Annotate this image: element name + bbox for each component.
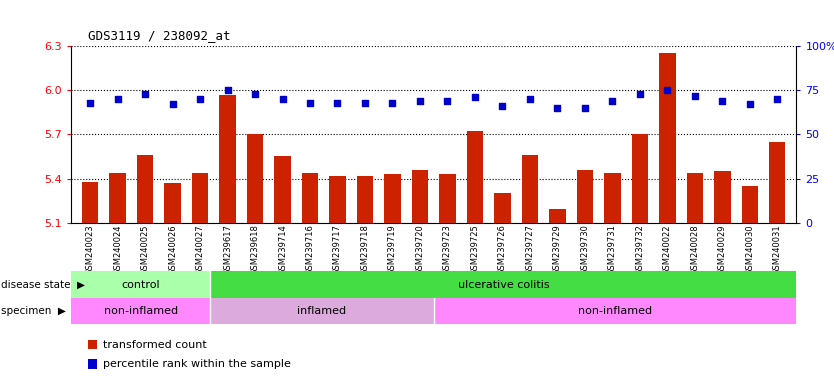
Bar: [576, 170, 593, 223]
Bar: [434, 298, 796, 324]
Bar: [384, 174, 400, 223]
Point: [276, 96, 289, 102]
Bar: [467, 131, 483, 223]
Bar: [192, 173, 208, 223]
Text: ulcerative colitis: ulcerative colitis: [458, 280, 550, 290]
Bar: [659, 53, 676, 223]
Bar: [71, 298, 210, 324]
Point: [331, 99, 344, 106]
Bar: [247, 134, 264, 223]
Bar: [210, 271, 796, 298]
Bar: [210, 298, 434, 324]
Point: [495, 103, 509, 109]
Bar: [412, 170, 428, 223]
Point: [249, 91, 262, 97]
Point: [468, 94, 481, 100]
Point: [193, 96, 207, 102]
Point: [440, 98, 454, 104]
Bar: [631, 134, 648, 223]
Point: [414, 98, 427, 104]
Point: [166, 101, 179, 108]
Point: [221, 87, 234, 93]
Bar: [219, 95, 236, 223]
Point: [661, 87, 674, 93]
Text: transformed count: transformed count: [103, 339, 207, 350]
Bar: [82, 182, 98, 223]
Text: GDS3119 / 238092_at: GDS3119 / 238092_at: [88, 29, 230, 42]
Bar: [549, 209, 565, 223]
Point: [304, 99, 317, 106]
Bar: [71, 271, 210, 298]
Point: [578, 105, 591, 111]
Point: [111, 96, 124, 102]
Bar: [686, 173, 703, 223]
Text: specimen  ▶: specimen ▶: [1, 306, 66, 316]
Bar: [521, 155, 538, 223]
Point: [688, 93, 701, 99]
Point: [359, 99, 372, 106]
Bar: [137, 155, 153, 223]
Point: [716, 98, 729, 104]
Bar: [714, 171, 731, 223]
Point: [605, 98, 619, 104]
Text: non-inflamed: non-inflamed: [578, 306, 652, 316]
Point: [633, 91, 646, 97]
Point: [83, 99, 97, 106]
Text: inflamed: inflamed: [298, 306, 347, 316]
Bar: [494, 193, 510, 223]
Bar: [164, 183, 181, 223]
Point: [771, 96, 784, 102]
Point: [743, 101, 756, 108]
Bar: [329, 175, 346, 223]
Text: percentile rank within the sample: percentile rank within the sample: [103, 359, 291, 369]
Bar: [769, 142, 786, 223]
Point: [550, 105, 564, 111]
Point: [138, 91, 152, 97]
Bar: [604, 173, 620, 223]
Point: [523, 96, 536, 102]
Text: disease state  ▶: disease state ▶: [1, 280, 85, 290]
Bar: [741, 186, 758, 223]
Bar: [302, 173, 319, 223]
Bar: [357, 175, 373, 223]
Point: [386, 99, 399, 106]
Bar: [274, 157, 291, 223]
Text: control: control: [121, 280, 160, 290]
Bar: [109, 173, 126, 223]
Bar: [440, 174, 455, 223]
Text: non-inflamed: non-inflamed: [103, 306, 178, 316]
